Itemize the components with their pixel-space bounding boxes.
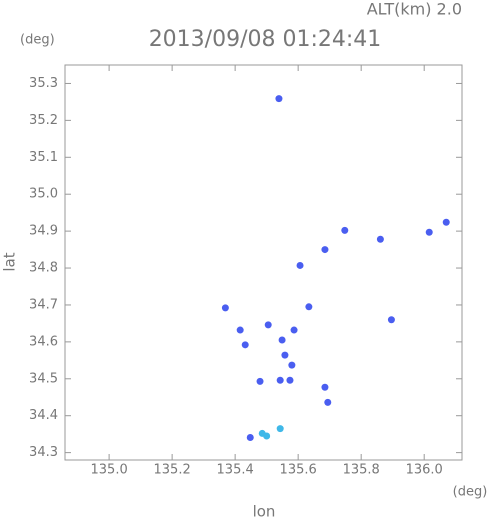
echo-point <box>241 341 249 349</box>
altitude-label: ALT(km) 2.0 <box>367 0 462 19</box>
y-tick-label: 34.5 <box>29 371 58 386</box>
x-tick-label: 135.0 <box>91 463 128 478</box>
echo-point <box>276 376 284 384</box>
x-tick-label: 135.8 <box>343 463 380 478</box>
y-tick-label: 34.3 <box>29 445 58 460</box>
echo-point <box>425 228 433 236</box>
y-tick-label: 35.2 <box>29 113 58 128</box>
y-unit: (deg) <box>20 33 55 48</box>
echo-point <box>276 425 284 433</box>
echo-point <box>256 377 264 385</box>
y-axis-label: lat <box>1 252 19 271</box>
echo-point <box>288 361 296 369</box>
y-tick-label: 34.7 <box>29 297 58 312</box>
echo-point <box>221 304 229 312</box>
y-tick-label: 35.0 <box>29 187 58 202</box>
echo-point <box>296 261 304 269</box>
echo-point <box>286 376 294 384</box>
echo-point <box>275 95 283 103</box>
echo-point <box>376 235 384 243</box>
echo-point <box>341 226 349 234</box>
plot-frame <box>64 64 463 461</box>
x-axis-label: lon <box>253 503 276 521</box>
y-tick-label: 34.4 <box>29 408 58 423</box>
echo-point <box>321 383 329 391</box>
echo-point <box>236 326 244 334</box>
x-tick-label: 136.0 <box>406 463 443 478</box>
echo-point <box>263 432 271 440</box>
chart-title: 2013/09/08 01:24:41 <box>149 27 382 52</box>
echo-point <box>246 433 254 441</box>
y-tick-label: 34.8 <box>29 261 58 276</box>
echo-point <box>305 303 313 311</box>
echo-point <box>321 246 329 254</box>
echo-point <box>442 218 450 226</box>
x-tick-label: 135.6 <box>280 463 317 478</box>
x-tick-label: 135.4 <box>217 463 254 478</box>
echo-point <box>324 398 332 406</box>
y-tick-label: 35.1 <box>29 150 58 165</box>
echo-point <box>281 351 289 359</box>
y-tick-label: 34.6 <box>29 334 58 349</box>
echo-point <box>278 336 286 344</box>
echo-point <box>290 326 298 334</box>
echo-point <box>387 316 395 324</box>
x-tick-label: 135.2 <box>154 463 191 478</box>
y-tick-label: 35.3 <box>29 76 58 91</box>
echo-point <box>264 321 272 329</box>
y-tick-label: 34.9 <box>29 224 58 239</box>
x-unit: (deg) <box>453 485 488 500</box>
